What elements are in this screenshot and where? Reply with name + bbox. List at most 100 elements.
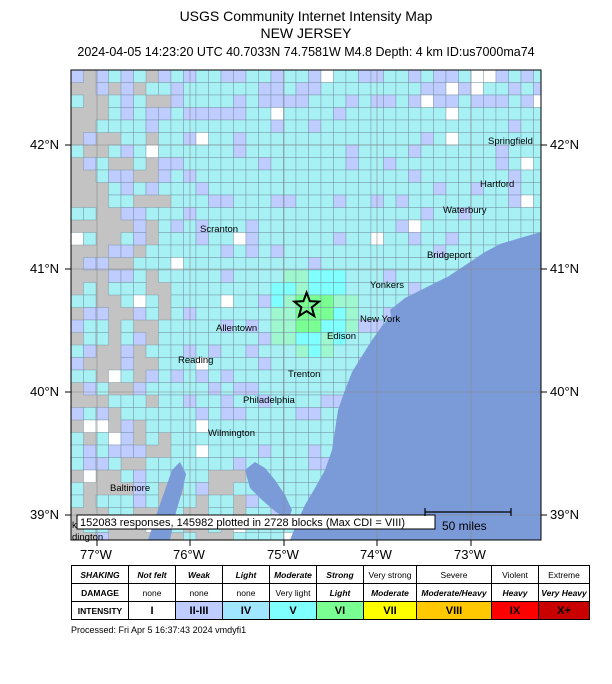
response-block (195, 132, 209, 146)
legend-damage-cell: Very light (269, 583, 317, 602)
response-block (83, 307, 97, 321)
response-block (220, 119, 234, 133)
response-block (245, 132, 259, 146)
response-block (270, 244, 284, 258)
response-block (145, 469, 159, 483)
response-block (333, 169, 347, 183)
response-block (195, 169, 209, 183)
response-block (258, 407, 272, 421)
response-block (233, 94, 247, 108)
response-block (345, 157, 359, 171)
response-block (170, 207, 184, 221)
legend-shaking-cell: Not felt (128, 565, 176, 584)
response-block (470, 219, 484, 233)
response-block (120, 419, 134, 433)
city-label: Philadelphia (243, 395, 295, 406)
response-block (533, 207, 541, 221)
response-block (283, 457, 297, 471)
response-block (108, 182, 122, 196)
response-block (170, 257, 184, 271)
legend-intensity-cell: VII (363, 601, 417, 620)
response-block (408, 269, 422, 283)
response-block (220, 207, 234, 221)
response-block (483, 157, 497, 171)
response-block (445, 182, 459, 196)
response-block (283, 144, 297, 158)
response-block (258, 307, 272, 321)
response-block (420, 269, 434, 283)
city-label: New York (360, 314, 400, 325)
response-block (433, 182, 447, 196)
city-label: dington (72, 532, 103, 543)
response-block (208, 157, 222, 171)
response-block (258, 382, 272, 396)
response-block (408, 82, 422, 96)
response-block (333, 282, 347, 296)
response-block (170, 394, 184, 408)
response-block (320, 257, 334, 271)
response-block (95, 257, 109, 271)
response-block (445, 82, 459, 96)
response-block (395, 194, 409, 208)
response-block (420, 107, 434, 121)
response-block (145, 369, 159, 383)
legend-damage-cell: Heavy (491, 583, 539, 602)
response-block (283, 382, 297, 396)
response-block (270, 194, 284, 208)
response-block (71, 432, 84, 446)
response-block (383, 219, 397, 233)
response-block (233, 532, 247, 540)
response-block (495, 219, 509, 233)
response-block (283, 82, 297, 96)
response-block (220, 394, 234, 408)
response-block (108, 432, 122, 446)
response-block (233, 344, 247, 358)
response-block (195, 257, 209, 271)
response-block (395, 182, 409, 196)
response-block (320, 294, 334, 308)
response-block (83, 419, 97, 433)
response-block (71, 207, 84, 221)
response-block (258, 119, 272, 133)
response-block (158, 357, 172, 371)
response-block (283, 182, 297, 196)
response-block (245, 257, 259, 271)
response-block (270, 419, 284, 433)
response-block (395, 144, 409, 158)
response-block (333, 219, 347, 233)
response-block (108, 107, 122, 121)
response-block (383, 244, 397, 258)
response-block (508, 207, 522, 221)
response-block (295, 394, 309, 408)
city-label: Yonkers (370, 280, 404, 291)
response-block (295, 207, 309, 221)
response-block (458, 107, 472, 121)
response-block (458, 94, 472, 108)
response-block (320, 157, 334, 171)
response-block (458, 157, 472, 171)
lat-label-41-left: 41°N (30, 261, 60, 276)
response-block (333, 294, 347, 308)
response-block (345, 294, 359, 308)
response-block (170, 419, 184, 433)
response-block (283, 157, 297, 171)
response-block (270, 232, 284, 246)
response-block (283, 407, 297, 421)
response-block (333, 269, 347, 283)
legend-shaking-cell: Strong (316, 565, 364, 584)
response-block (233, 182, 247, 196)
response-block (458, 182, 472, 196)
response-block (83, 469, 97, 483)
response-block (433, 82, 447, 96)
response-block (170, 119, 184, 133)
response-block (270, 357, 284, 371)
response-block (245, 407, 259, 421)
response-block (358, 182, 372, 196)
response-block (520, 70, 534, 83)
city-label: Trenton (288, 369, 320, 380)
response-block (158, 169, 172, 183)
legend-damage-cell: none (175, 583, 223, 602)
response-block (233, 332, 247, 346)
response-block (483, 70, 497, 83)
response-block (258, 357, 272, 371)
